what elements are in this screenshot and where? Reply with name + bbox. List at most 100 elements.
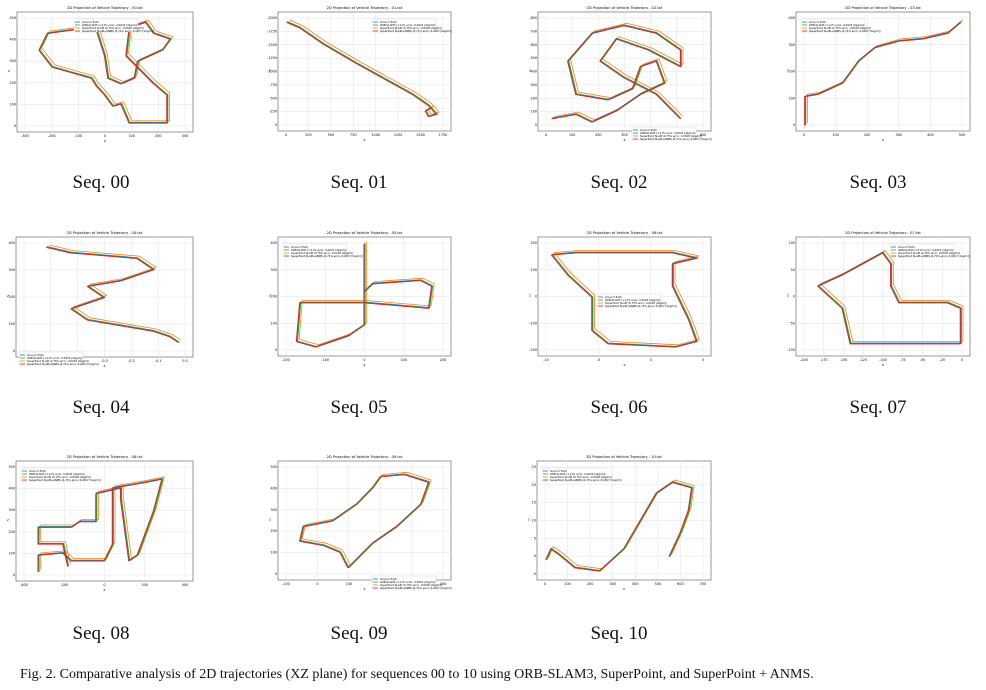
legend-box: [371, 18, 437, 33]
y-tick-label: 300: [10, 59, 16, 63]
y-tick-label: 200: [531, 96, 537, 100]
y-tick-label: 500: [10, 16, 16, 20]
plot-title: 2D Projection of Vehicle Trajectory - 04…: [67, 231, 143, 235]
x-tick-label: 1750: [439, 133, 448, 137]
y-tick-label: 300: [9, 508, 15, 512]
legend-entry: ORB-SLAM3 (1.11% error, 0.0022 [deg/m]): [550, 472, 605, 476]
legend-entry: SuperPoint SLAM+ANMS (0.71% error, 0.001…: [898, 254, 970, 258]
y-tick-label: 0: [275, 348, 277, 352]
trajectory-anms: [550, 252, 697, 348]
x-tick-label: 600: [677, 582, 683, 586]
legend-entry: SuperPoint SLAM+ANMS (0.71% error, 0.001…: [380, 586, 452, 590]
z-axis-label: z: [529, 294, 531, 298]
y-tick-label: 300: [9, 268, 15, 272]
figure-caption: Fig. 2. Comparative analysis of 2D traje…: [20, 667, 814, 682]
z-axis-label: z: [787, 294, 789, 298]
y-tick-label: 100: [789, 96, 795, 100]
y-tick-label: 500: [531, 56, 537, 60]
legend-entry: SuperPoint SLAM+ANMS (0.71% error, 0.001…: [550, 478, 622, 482]
trajectory-anms: [551, 25, 681, 123]
y-tick-label: 0: [275, 123, 277, 127]
legend-box: [889, 243, 955, 258]
y-tick-label: 300: [271, 508, 277, 512]
y-tick-label: 200: [9, 295, 15, 299]
x-tick-label: -200: [60, 583, 68, 587]
x-tick-label: 0.0: [182, 359, 187, 363]
legend-box: [800, 18, 866, 33]
legend-entry: ORB-SLAM3 (1.11% error, 0.0022 [deg/m]): [291, 248, 346, 252]
x-tick-label: 0: [544, 582, 546, 586]
x-axis-label: x: [623, 587, 626, 591]
x-tick-label: 200: [155, 134, 161, 138]
x-tick-label: 0: [285, 133, 287, 137]
trajectory-anms: [286, 21, 437, 118]
y-tick-label: 15: [532, 501, 536, 505]
x-tick-label: 0: [316, 582, 318, 586]
x-tick-label: 400: [632, 582, 638, 586]
x-tick-label: 500: [959, 133, 965, 137]
legend-entry: SuperPoint SLAM (0.75% error, 0.0018 [de…: [380, 26, 442, 30]
x-axis-label: x: [623, 363, 626, 367]
plot-title: 2D Projection of Vehicle Trajectory - 09…: [327, 455, 403, 459]
plot-seq-07: 2D Projection of Vehicle Trajectory - 07…: [784, 228, 972, 368]
y-tick-label: 100: [9, 322, 15, 326]
x-tick-label: -10: [543, 358, 549, 362]
x-axis-label: x: [363, 587, 366, 591]
seq-label-09: Seq. 09: [330, 623, 388, 644]
seq-label-00: Seq. 00: [72, 172, 130, 193]
y-tick-label: 600: [531, 43, 537, 47]
y-tick-label: -500: [269, 96, 277, 100]
y-tick-label: 0: [534, 554, 536, 558]
x-tick-label: 400: [182, 583, 188, 587]
trajectory-orb: [546, 481, 694, 572]
plot-title: 2D Projection of Vehicle Trajectory - 02…: [587, 6, 663, 10]
y-tick-label: 700: [531, 29, 537, 33]
y-tick-label: 500: [9, 465, 15, 469]
seq-label-06: Seq. 06: [590, 397, 648, 418]
z-axis-label: z: [269, 69, 271, 73]
x-tick-label: 0: [545, 133, 547, 137]
z-axis-label: z: [8, 69, 10, 73]
z-axis-label: z: [528, 518, 530, 522]
legend-entry: SuperPoint SLAM+ANMS (0.71% error, 0.001…: [605, 304, 677, 308]
y-tick-label: 400: [9, 487, 15, 491]
y-tick-label: 300: [531, 83, 537, 87]
y-tick-label: 0: [535, 123, 537, 127]
y-tick-label: 50: [791, 268, 795, 272]
legend-entry: ORB-SLAM3 (1.11% error, 0.0022 [deg/m]): [27, 356, 82, 360]
plot-seq-00: 2D Projection of Vehicle Trajectory - 00…: [7, 3, 195, 143]
trajectory-orb: [287, 21, 438, 117]
y-tick-label: -1750: [267, 29, 277, 33]
plot-title: 2D Projection of Vehicle Trajectory - 00…: [67, 6, 143, 10]
x-tick-label: 300: [182, 134, 188, 138]
seq-label-05: Seq. 05: [330, 397, 388, 418]
legend-entry: Ground Truth: [640, 128, 657, 132]
x-tick-label: -200: [282, 358, 290, 362]
x-tick-label: -125: [859, 358, 867, 362]
x-tick-label: -75: [900, 358, 906, 362]
plot-seq-04: 2D Projection of Vehicle Trajectory - 04…: [7, 228, 195, 368]
y-tick-label: -1250: [267, 56, 277, 60]
x-axis-label: x: [363, 363, 366, 367]
plot-title: 2D Projection of Vehicle Trajectory - 06…: [587, 231, 663, 235]
y-tick-label: 0: [793, 123, 795, 127]
x-tick-label: 0: [803, 133, 805, 137]
legend-entry: Ground Truth: [380, 577, 397, 581]
legend-entry: Ground Truth: [29, 469, 46, 473]
legend-entry: Ground Truth: [27, 353, 44, 357]
y-tick-label: 500: [271, 465, 277, 469]
x-tick-label: 100: [569, 133, 575, 137]
x-tick-label: 0: [103, 583, 105, 587]
trajectory-anms: [299, 474, 429, 569]
trajectory-svg-06: 2D Projection of Vehicle Trajectory - 06…: [529, 231, 712, 367]
x-tick-label: 0: [650, 358, 652, 362]
legend-box: [18, 351, 84, 366]
x-tick-label: -0.1: [155, 359, 162, 363]
legend-entry: SuperPoint SLAM (0.75% error, 0.0018 [de…: [605, 301, 667, 305]
x-tick-label: 750: [350, 133, 356, 137]
y-tick-label: 0: [535, 295, 537, 299]
legend-entry: SuperPoint SLAM (0.75% error, 0.0018 [de…: [380, 583, 442, 587]
legend-entry: SuperPoint SLAM+ANMS (0.71% error, 0.001…: [380, 29, 452, 33]
x-tick-label: -400: [20, 583, 28, 587]
legend-entry: ORB-SLAM3 (1.11% error, 0.0022 [deg/m]): [82, 23, 137, 27]
